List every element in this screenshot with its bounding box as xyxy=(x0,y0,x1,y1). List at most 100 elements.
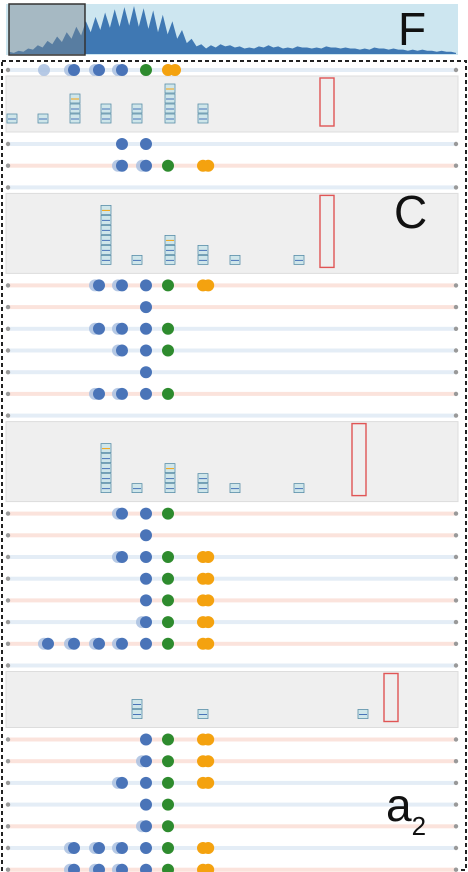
sequence-row[interactable] xyxy=(5,322,459,335)
row-start-dot xyxy=(5,641,11,646)
event-dot-blue xyxy=(116,387,128,400)
row-line xyxy=(8,663,456,668)
event-dot-blue xyxy=(116,159,128,172)
event-dot-blue xyxy=(68,863,80,872)
event-dot-orange xyxy=(202,159,215,172)
sequence-row[interactable] xyxy=(5,733,459,746)
sequence-panel[interactable] xyxy=(5,663,459,728)
event-dot-green xyxy=(162,594,174,607)
row-end-dot xyxy=(453,867,459,872)
panel-background xyxy=(5,75,459,133)
event-dot-blue xyxy=(140,159,152,172)
event-dot-green xyxy=(162,279,174,292)
sequence-row[interactable] xyxy=(5,366,459,379)
sequence-row[interactable] xyxy=(5,387,459,400)
sequence-row[interactable] xyxy=(5,798,459,811)
row-start-dot xyxy=(5,576,11,581)
event-dot-green xyxy=(162,507,174,520)
row-line xyxy=(8,533,456,538)
row-line xyxy=(8,326,456,331)
event-dot-light xyxy=(38,64,50,76)
row-end-dot xyxy=(453,845,459,851)
row-end-dot xyxy=(453,141,459,147)
sequence-row[interactable] xyxy=(5,279,459,292)
sequence-row[interactable] xyxy=(5,159,459,172)
row-end-dot xyxy=(453,780,459,786)
sequence-row[interactable] xyxy=(5,776,459,789)
row-start-dot xyxy=(5,598,11,603)
sequence-row[interactable] xyxy=(5,138,459,150)
sequence-panel[interactable] xyxy=(5,185,459,274)
row-start-dot xyxy=(5,67,11,73)
row-end-dot xyxy=(453,348,459,353)
sequence-row[interactable] xyxy=(5,820,459,833)
sequence-row[interactable] xyxy=(5,755,459,768)
event-dot-green xyxy=(162,387,174,400)
row-line xyxy=(8,413,456,418)
row-start-dot xyxy=(5,737,11,742)
sequence-row[interactable] xyxy=(5,301,459,314)
event-dot-blue xyxy=(116,776,128,789)
event-dot-green xyxy=(162,159,174,172)
event-dot-green xyxy=(162,776,174,789)
event-dot-orange xyxy=(202,572,215,585)
row-start-dot xyxy=(5,824,11,829)
row-line xyxy=(8,802,456,807)
row-end-dot xyxy=(453,413,459,418)
event-dot-orange xyxy=(169,64,181,76)
sequence-panel[interactable] xyxy=(5,413,459,503)
event-dot-blue xyxy=(116,344,128,357)
row-start-dot xyxy=(5,554,11,560)
row-line xyxy=(8,846,456,850)
sequence-row[interactable] xyxy=(5,507,459,520)
event-dot-blue xyxy=(116,551,128,563)
event-dot-orange xyxy=(202,776,215,789)
sequence-panel[interactable] xyxy=(5,64,459,133)
sequence-row[interactable] xyxy=(5,637,459,650)
row-start-dot xyxy=(5,759,11,764)
row-line xyxy=(8,780,456,785)
event-dot-blue xyxy=(93,279,105,292)
event-dot-blue xyxy=(140,776,152,789)
event-dot-blue xyxy=(140,322,152,335)
row-line xyxy=(8,68,456,72)
sequence-row[interactable] xyxy=(5,863,459,872)
event-dot-orange xyxy=(202,755,215,768)
overview-wave xyxy=(9,6,456,54)
event-dot-blue xyxy=(140,594,152,607)
label-F: F xyxy=(398,3,427,55)
row-start-dot xyxy=(5,511,11,516)
highlight-box xyxy=(383,672,399,723)
sequence-row[interactable] xyxy=(5,529,459,542)
overview-timeline[interactable] xyxy=(0,0,468,60)
overview-selection-brush[interactable] xyxy=(8,3,86,56)
sequence-row[interactable] xyxy=(5,616,459,629)
row-start-dot xyxy=(5,370,11,375)
row-start-dot xyxy=(5,533,11,538)
label-C: C xyxy=(394,186,428,238)
sequence-view[interactable] xyxy=(0,60,468,872)
row-end-dot xyxy=(453,67,459,73)
event-dot-green xyxy=(162,637,174,650)
row-line xyxy=(8,370,456,375)
sequence-row[interactable] xyxy=(5,572,459,585)
event-dot-blue xyxy=(140,820,152,833)
event-dot-blue xyxy=(140,863,152,872)
sequence-row[interactable] xyxy=(5,344,459,357)
event-dot-green xyxy=(162,863,174,872)
event-dot-green xyxy=(162,842,174,854)
event-dot-blue xyxy=(140,279,152,292)
event-dot-blue xyxy=(68,637,80,650)
event-dot-blue xyxy=(140,798,152,811)
event-dot-green xyxy=(162,755,174,768)
sequence-row[interactable] xyxy=(5,842,459,854)
sequence-row[interactable] xyxy=(5,551,459,563)
row-end-dot xyxy=(453,737,459,742)
event-dot-blue xyxy=(116,842,128,854)
row-end-dot xyxy=(453,641,459,646)
row-line xyxy=(8,142,456,146)
event-dot-blue xyxy=(93,637,105,650)
row-line xyxy=(8,163,456,168)
sequence-row[interactable] xyxy=(5,594,459,607)
event-dot-orange xyxy=(202,842,215,854)
